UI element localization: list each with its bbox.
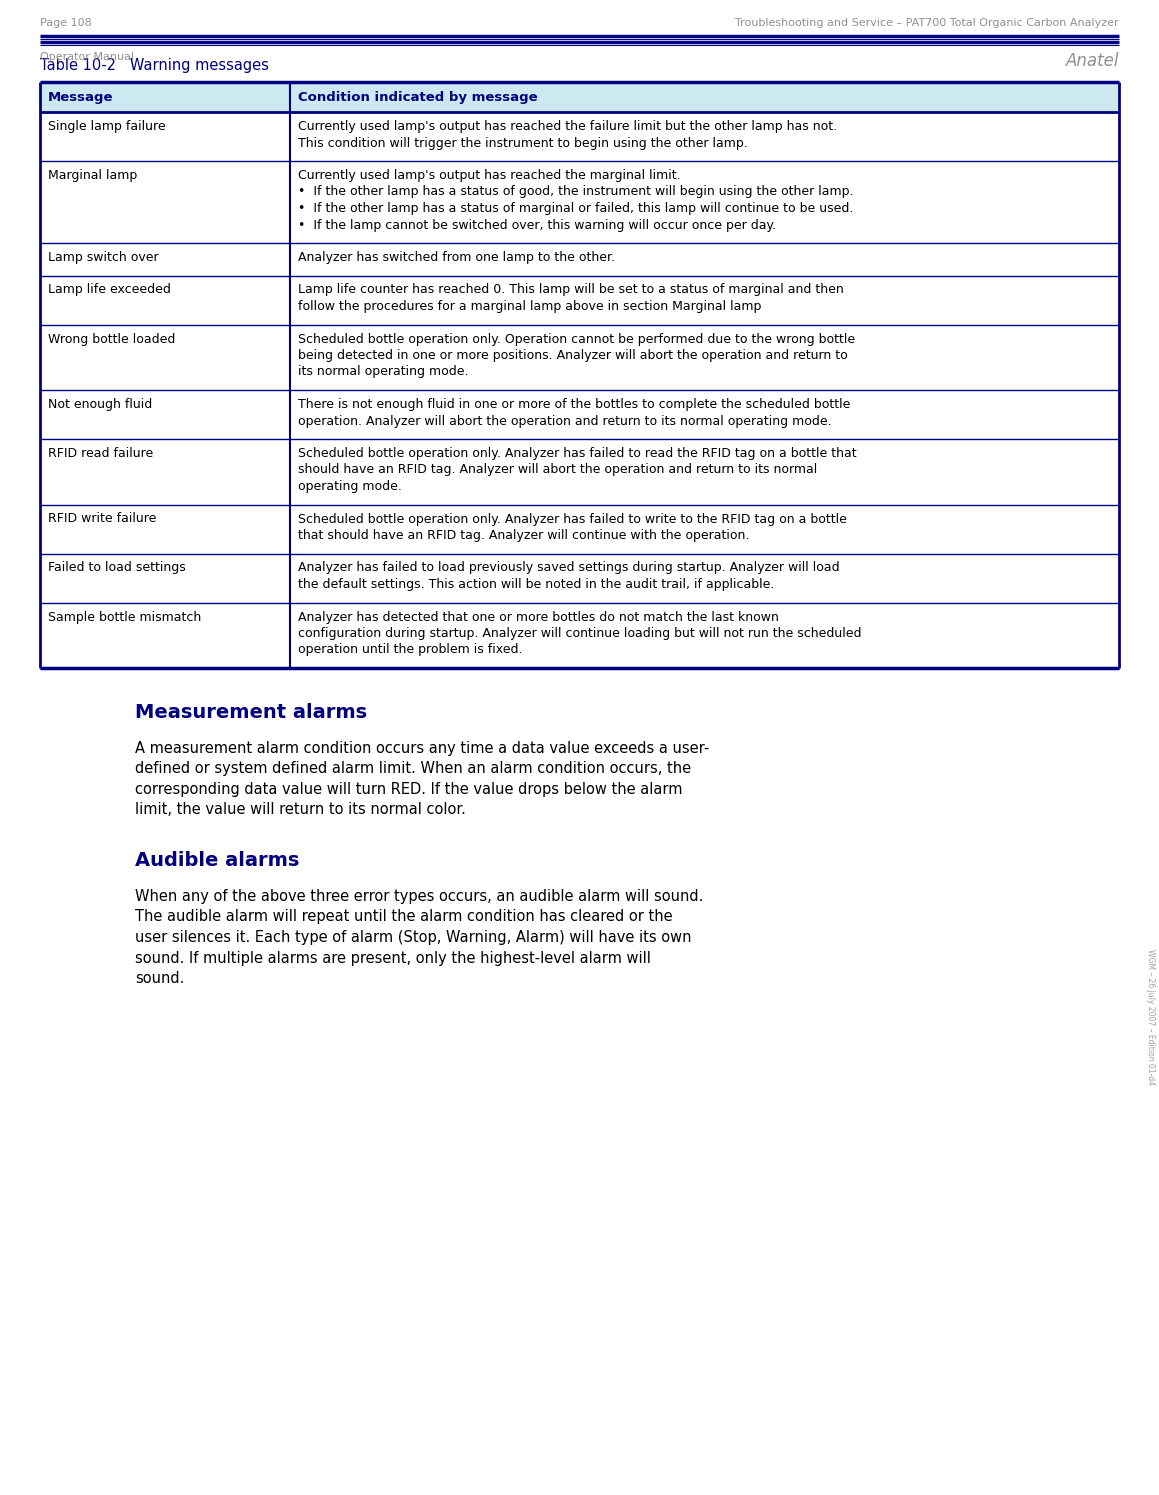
Text: WGM – 26 July 2007 – Edition 01-d4: WGM – 26 July 2007 – Edition 01-d4 [1146,948,1156,1085]
Text: •  If the lamp cannot be switched over, this warning will occur once per day.: • If the lamp cannot be switched over, t… [298,218,777,232]
Text: operation. Analyzer will abort the operation and return to its normal operating : operation. Analyzer will abort the opera… [298,414,832,428]
Text: Single lamp failure: Single lamp failure [48,120,166,133]
Text: •  If the other lamp has a status of marginal or failed, this lamp will continue: • If the other lamp has a status of marg… [298,202,854,215]
Text: Analyzer has switched from one lamp to the other.: Analyzer has switched from one lamp to t… [298,251,615,265]
Text: Scheduled bottle operation only. Analyzer has failed to read the RFID tag on a b: Scheduled bottle operation only. Analyze… [298,447,857,460]
Text: defined or system defined alarm limit. When an alarm condition occurs, the: defined or system defined alarm limit. W… [134,761,691,776]
Text: RFID read failure: RFID read failure [48,447,153,460]
Text: limit, the value will return to its normal color.: limit, the value will return to its norm… [134,803,466,818]
Text: sound. If multiple alarms are present, only the highest-level alarm will: sound. If multiple alarms are present, o… [134,951,651,966]
Text: operating mode.: operating mode. [298,480,402,493]
Text: Scheduled bottle operation only. Operation cannot be performed due to the wrong : Scheduled bottle operation only. Operati… [298,332,855,345]
Text: RFID write failure: RFID write failure [48,513,156,526]
Text: Audible alarms: Audible alarms [134,851,299,870]
Text: There is not enough fluid in one or more of the bottles to complete the schedule: There is not enough fluid in one or more… [298,398,851,411]
Text: Sample bottle mismatch: Sample bottle mismatch [48,610,202,623]
Text: Message: Message [48,91,114,103]
Text: configuration during startup. Analyzer will continue loading but will not run th: configuration during startup. Analyzer w… [298,626,862,640]
Text: Measurement alarms: Measurement alarms [134,703,367,722]
Text: sound.: sound. [134,970,184,987]
Text: Scheduled bottle operation only. Analyzer has failed to write to the RFID tag on: Scheduled bottle operation only. Analyze… [298,513,847,526]
Text: Table 10-2   Warning messages: Table 10-2 Warning messages [41,58,269,73]
Text: Anatel: Anatel [1065,52,1118,70]
Text: This condition will trigger the instrument to begin using the other lamp.: This condition will trigger the instrume… [298,136,748,150]
Text: Currently used lamp's output has reached the marginal limit.: Currently used lamp's output has reached… [298,169,681,182]
Text: Lamp life exceeded: Lamp life exceeded [48,284,170,296]
Text: should have an RFID tag. Analyzer will abort the operation and return to its nor: should have an RFID tag. Analyzer will a… [298,463,817,477]
Text: corresponding data value will turn RED. If the value drops below the alarm: corresponding data value will turn RED. … [134,782,683,797]
Text: Troubleshooting and Service – PAT700 Total Organic Carbon Analyzer: Troubleshooting and Service – PAT700 Tot… [735,18,1118,28]
Text: Currently used lamp's output has reached the failure limit but the other lamp ha: Currently used lamp's output has reached… [298,120,838,133]
Text: user silences it. Each type of alarm (Stop, Warning, Alarm) will have its own: user silences it. Each type of alarm (St… [134,930,692,945]
Text: Failed to load settings: Failed to load settings [48,562,185,574]
Text: When any of the above three error types occurs, an audible alarm will sound.: When any of the above three error types … [134,890,704,904]
Text: operation until the problem is fixed.: operation until the problem is fixed. [298,643,523,656]
Text: being detected in one or more positions. Analyzer will abort the operation and r: being detected in one or more positions.… [298,348,848,362]
Text: Analyzer has failed to load previously saved settings during startup. Analyzer w: Analyzer has failed to load previously s… [298,562,840,574]
Text: Lamp switch over: Lamp switch over [48,251,159,265]
Text: •  If the other lamp has a status of good, the instrument will begin using the o: • If the other lamp has a status of good… [298,185,854,199]
Text: Lamp life counter has reached 0. This lamp will be set to a status of marginal a: Lamp life counter has reached 0. This la… [298,284,844,296]
Text: follow the procedures for a marginal lamp above in section Marginal lamp: follow the procedures for a marginal lam… [298,300,761,312]
Text: that should have an RFID tag. Analyzer will continue with the operation.: that should have an RFID tag. Analyzer w… [298,529,750,543]
Text: Analyzer has detected that one or more bottles do not match the last known: Analyzer has detected that one or more b… [298,610,779,623]
Text: A measurement alarm condition occurs any time a data value exceeds a user-: A measurement alarm condition occurs any… [134,742,709,756]
Bar [41,82,1118,112]
Text: Not enough fluid: Not enough fluid [48,398,152,411]
Text: Operator Manual: Operator Manual [41,52,134,61]
Text: Marginal lamp: Marginal lamp [48,169,137,182]
Text: the default settings. This action will be noted in the audit trail, if applicabl: the default settings. This action will b… [298,579,774,591]
Text: Page 108: Page 108 [41,18,92,28]
Text: its normal operating mode.: its normal operating mode. [298,365,469,378]
Text: Condition indicated by message: Condition indicated by message [298,91,538,103]
Text: The audible alarm will repeat until the alarm condition has cleared or the: The audible alarm will repeat until the … [134,909,672,924]
Text: Wrong bottle loaded: Wrong bottle loaded [48,332,175,345]
